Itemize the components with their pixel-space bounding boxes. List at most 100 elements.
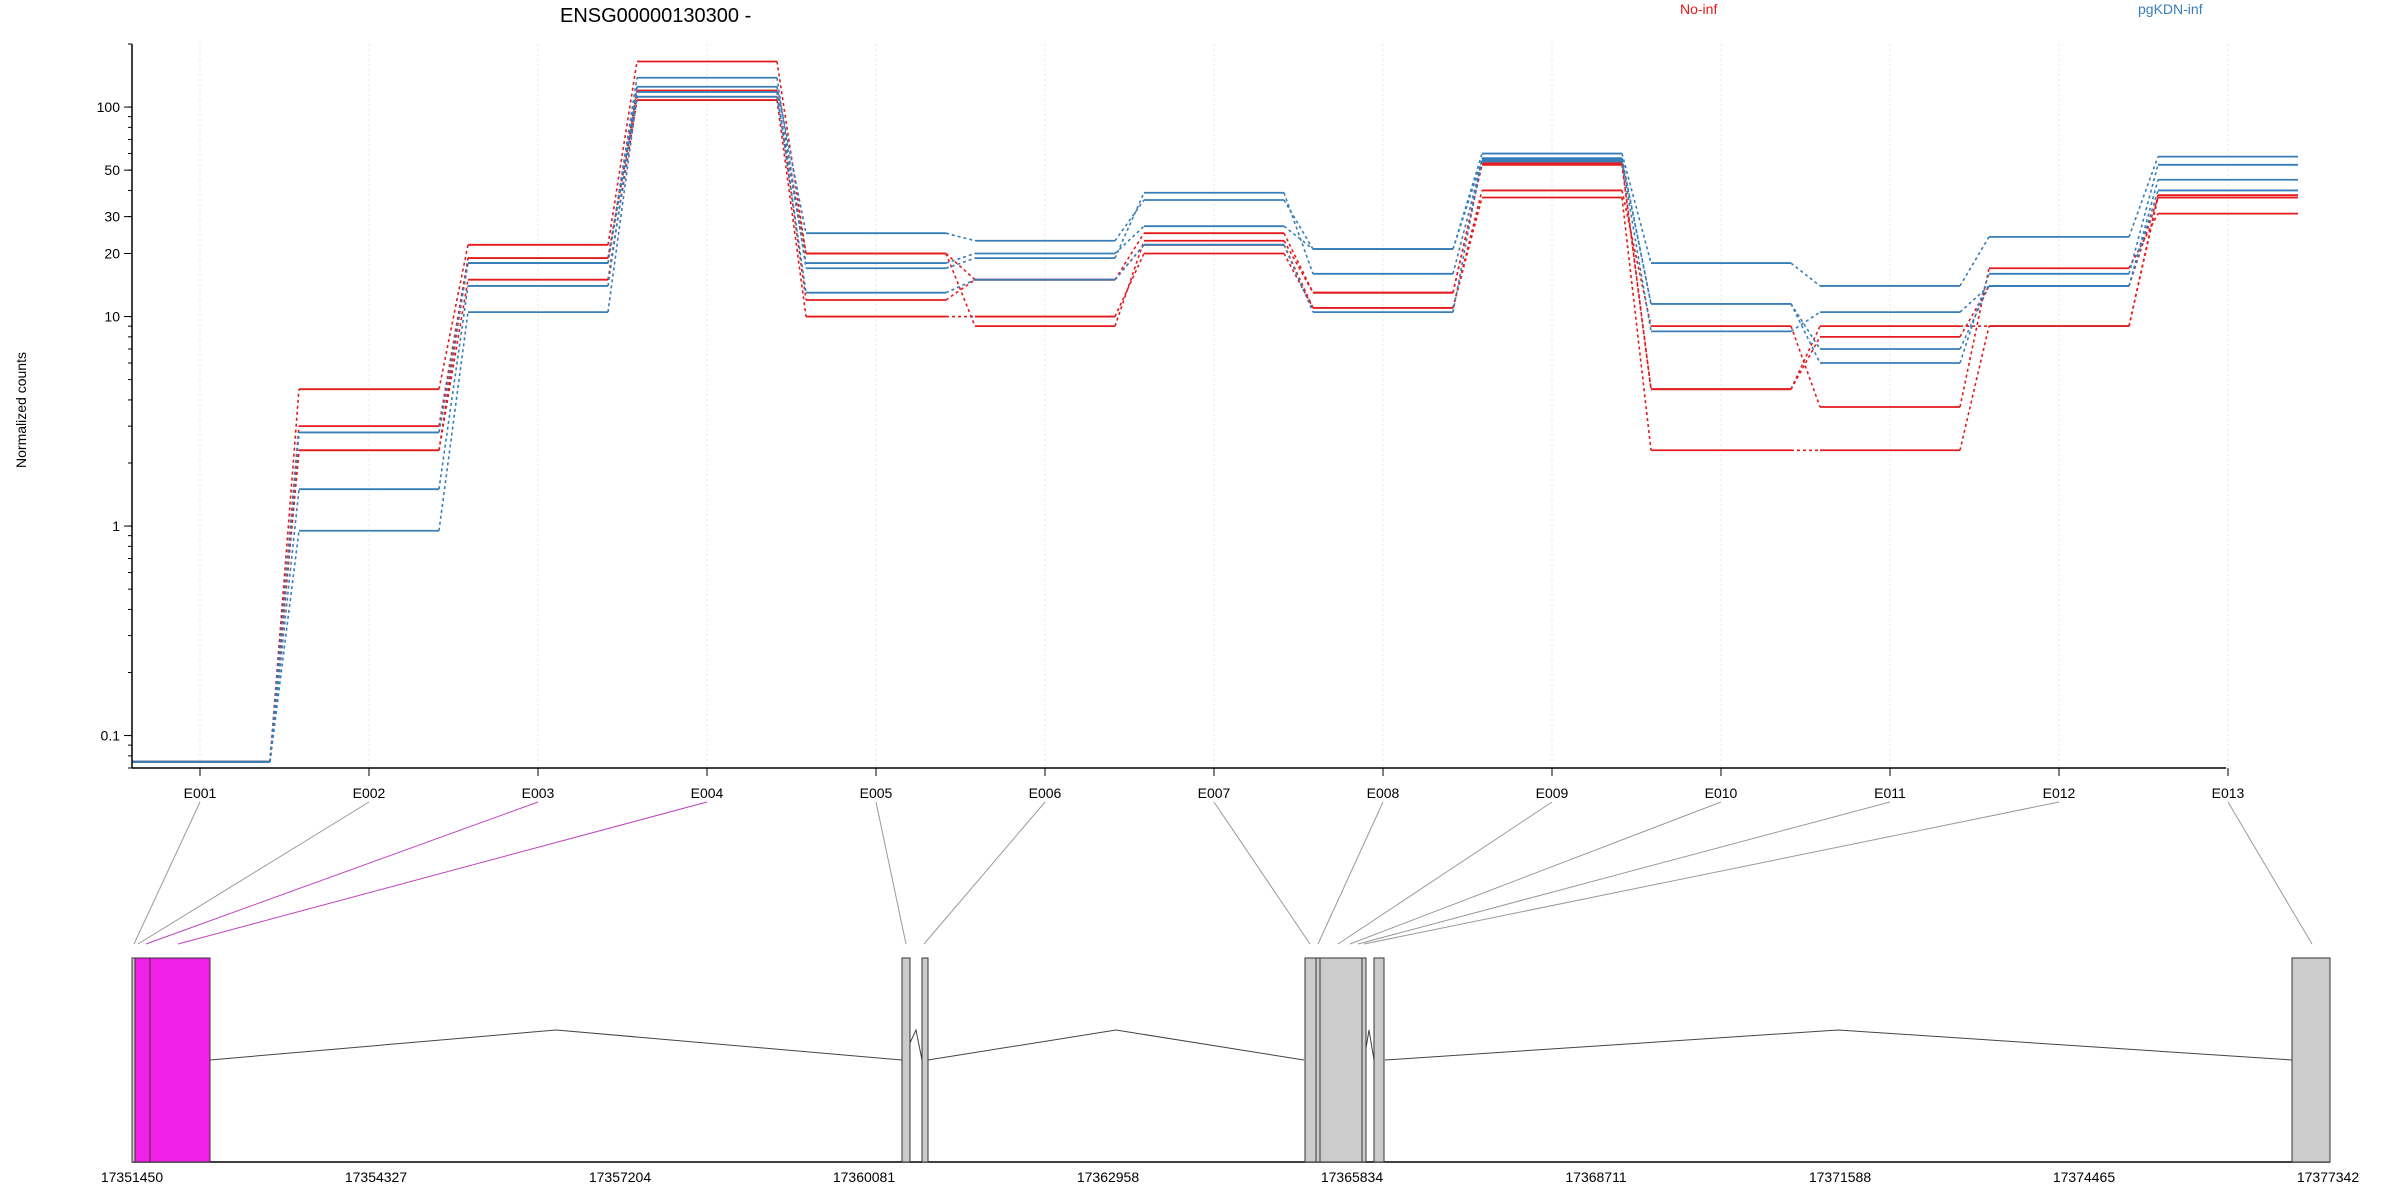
series-8: [132, 91, 2298, 763]
series-connector: [1283, 244, 1314, 313]
x-tick-label: E011: [1874, 785, 1906, 801]
series-connector: [945, 278, 976, 294]
exon-box: [134, 957, 151, 1163]
genomic-coordinate-label: 17360081: [833, 1169, 896, 1185]
series-connector: [1959, 285, 1990, 350]
exon-connector: [1349, 801, 1722, 945]
vertical-grid: [199, 44, 2229, 768]
series-connector: [438, 285, 469, 490]
series-6: [132, 95, 2298, 763]
exon-box: [149, 957, 211, 1163]
series-connector: [1283, 253, 1314, 309]
genomic-coordinate-label: 17365834: [1321, 1169, 1384, 1185]
exon-connector: [1357, 801, 1891, 945]
x-tick-label: E001: [184, 785, 217, 801]
x-tick-label: E006: [1029, 785, 1062, 801]
x-tick-label: E010: [1705, 785, 1738, 801]
series-connector: [945, 257, 976, 270]
series-connector: [607, 77, 638, 264]
intron-line: [927, 1029, 1305, 1061]
exon-box: [1319, 957, 1363, 1163]
series-connector: [438, 279, 469, 451]
legend-pgkdn-inf: pgKDN-inf: [2138, 1, 2203, 17]
series-connector: [1452, 153, 1483, 250]
series-connector: [1283, 225, 1314, 250]
series-connector: [607, 91, 638, 264]
series-connector: [438, 244, 469, 390]
legend-no-inf: No-inf: [1680, 1, 1717, 17]
series-connector: [1621, 164, 1652, 390]
series-connector: [607, 61, 638, 245]
series-connector: [776, 99, 807, 317]
genomic-coordinate-label: 17354327: [345, 1169, 408, 1185]
series-connector: [438, 258, 469, 427]
series-connector: [269, 432, 300, 762]
y-axis-label: Normalized counts: [13, 352, 29, 468]
series-connector: [1283, 240, 1314, 294]
series-connector: [1790, 325, 1821, 390]
series-connector: [776, 91, 807, 293]
x-tick-label: E002: [353, 785, 386, 801]
series-connector: [1790, 311, 1821, 333]
y-tick-label: 20: [104, 245, 120, 261]
series-1: [132, 60, 2298, 763]
series-connector: [2128, 164, 2159, 275]
series-connector: [1452, 159, 1483, 250]
exon-box: [1373, 957, 1385, 1163]
genomic-coordinate-label: 17377342: [2297, 1169, 2360, 1185]
exon-connector: [1213, 801, 1311, 945]
gene-model: 17351450 17354327 17357204 17360081 17362958…: [101, 957, 2360, 1185]
series-connector: [945, 252, 976, 264]
series-connector: [1790, 325, 1821, 408]
exon-connector: [1363, 801, 2060, 945]
y-tick-label: 0.1: [101, 728, 121, 744]
y-tick-label: 30: [104, 209, 120, 225]
genomic-coordinate-label: 17374465: [2053, 1169, 2116, 1185]
series-connector: [945, 252, 976, 281]
series-connector: [438, 312, 469, 531]
series-connector: [1790, 303, 1821, 364]
series-connector: [776, 86, 807, 234]
genomic-coordinate-label: 17371588: [1809, 1169, 1872, 1185]
exon-connector: [137, 801, 370, 945]
y-tick-label: 50: [104, 162, 120, 178]
series-2: [132, 89, 2298, 763]
series-connector: [1959, 236, 1990, 287]
series-connector: [607, 86, 638, 287]
series-connector: [776, 96, 807, 264]
series-connector: [776, 90, 807, 301]
exon-connector: [133, 801, 201, 945]
x-tick-label: E004: [691, 785, 724, 801]
series-connector: [945, 232, 976, 242]
exon-connector: [923, 801, 1046, 945]
axes: 0.1 1 10 20 30 50 100 E001 E002 E003 E004 E005 E006 E…: [97, 43, 2245, 801]
series-connector: [1621, 158, 1652, 304]
exon-box: [1315, 957, 1321, 1163]
exon-box: [921, 957, 929, 1163]
series-4: [132, 95, 2298, 763]
x-tick-label: E009: [1536, 785, 1569, 801]
series-connector: [776, 77, 807, 269]
series-connector: [1114, 225, 1145, 255]
exon-box: [2291, 957, 2331, 1163]
chart-title: ENSG00000130300 -: [560, 5, 751, 27]
exon-connectors: [133, 801, 2313, 945]
y-tick-label: 1: [112, 518, 120, 534]
genomic-coordinate-label: 17362958: [1077, 1169, 1140, 1185]
series-connector: [2128, 156, 2159, 238]
series-connector: [269, 530, 300, 762]
exon-box: [1304, 957, 1317, 1163]
series-connector: [1114, 244, 1145, 281]
series-connector: [1621, 161, 1652, 332]
series-connector: [269, 489, 300, 762]
genomic-coordinate-label: 17357204: [589, 1169, 652, 1185]
series-connector: [1790, 336, 1821, 390]
series-connector: [1621, 197, 1652, 451]
genomic-coordinate-label: 17351450: [101, 1169, 164, 1185]
series-connector: [2128, 190, 2159, 287]
exon-box: [1361, 957, 1367, 1163]
x-tick-label: E008: [1367, 785, 1400, 801]
series-connector: [1790, 303, 1821, 350]
x-tick-label: E007: [1198, 785, 1231, 801]
